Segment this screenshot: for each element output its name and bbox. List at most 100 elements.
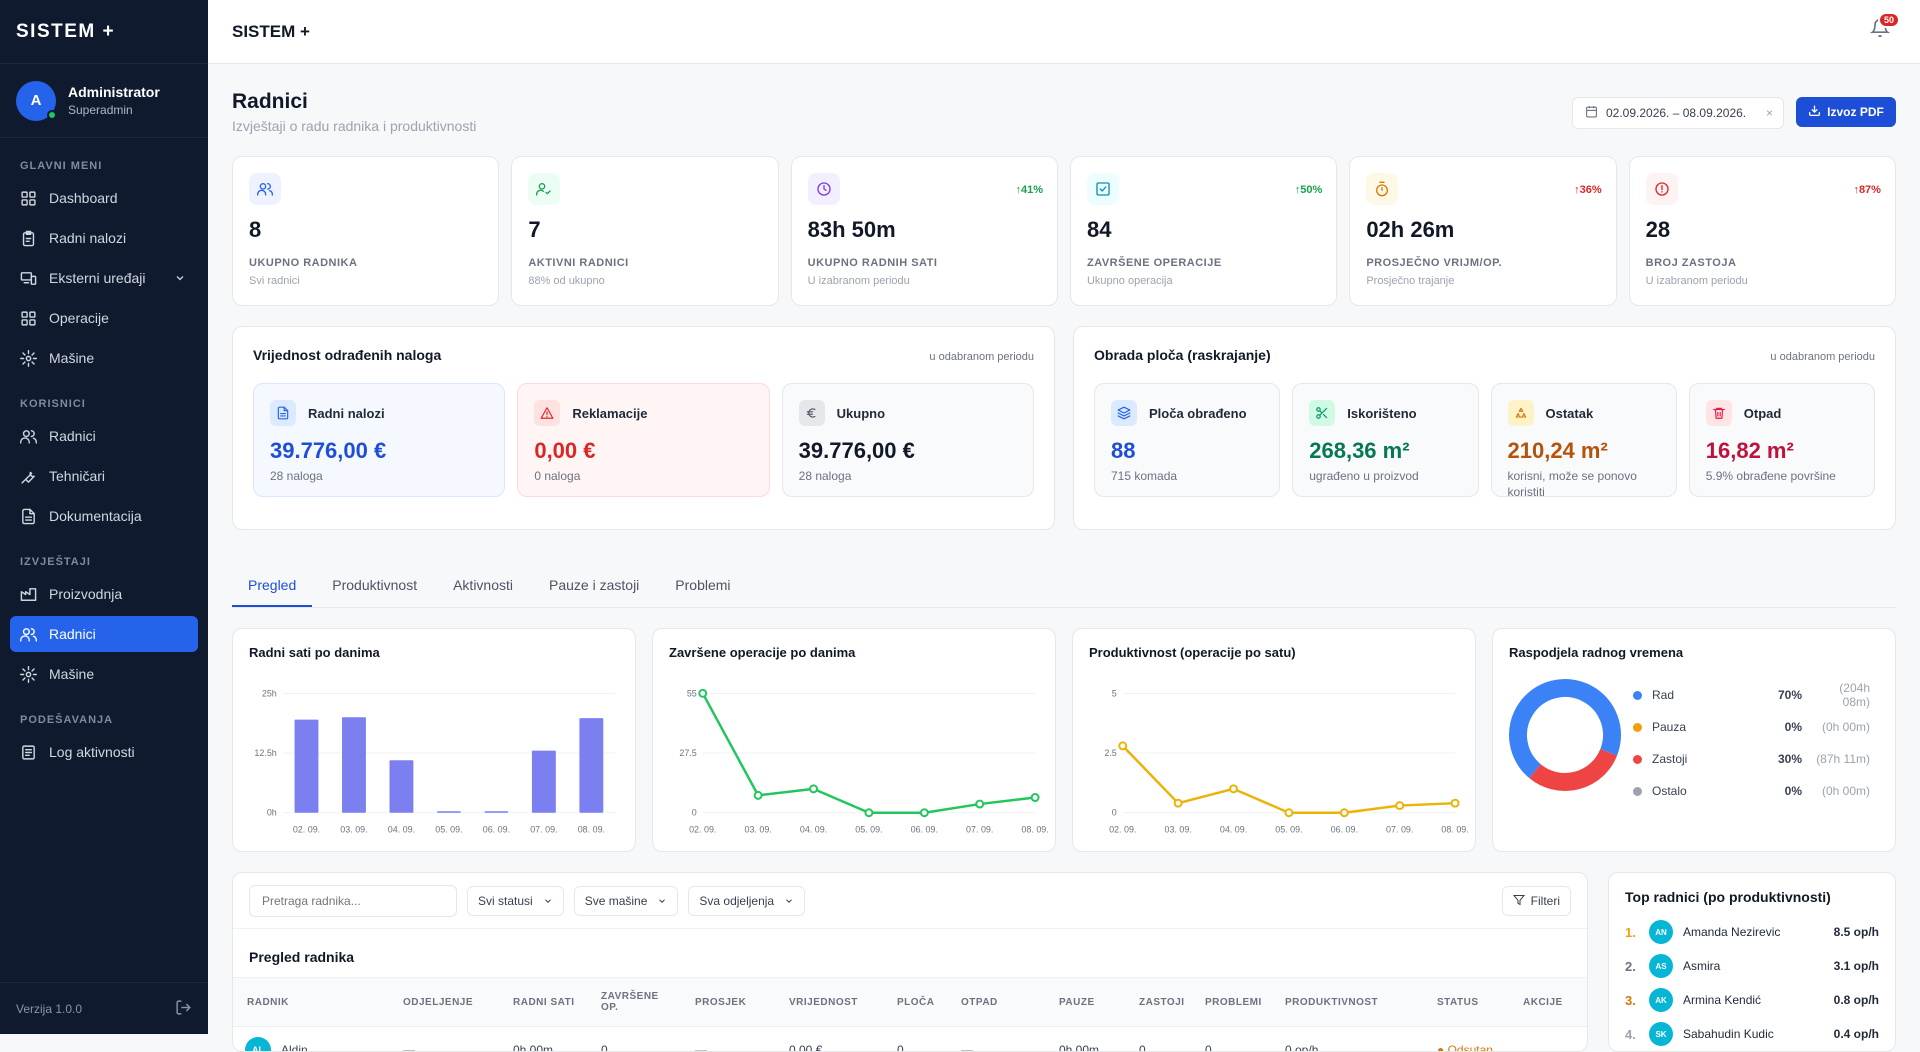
bar[interactable] [484,811,509,813]
trash-icon [1705,400,1732,426]
sidebar-item-tehničari[interactable]: Tehničari [10,458,198,494]
sidebar-item-dashboard[interactable]: Dashboard [10,180,198,216]
data-point[interactable] [1173,798,1183,808]
data-point[interactable] [1395,801,1405,811]
column-header[interactable]: VRIJEDNOST [789,997,858,1008]
cell-value: 0,00 € [789,1043,823,1052]
legend-label: Zastoji [1652,752,1688,766]
column-header[interactable]: PAUZE [1059,997,1095,1008]
data-point[interactable] [864,808,874,818]
select-value: Sva odjeljenja [699,893,775,908]
column-header[interactable]: PRODUKTIVNOST [1285,997,1379,1008]
sidebar-item-label: Dokumentacija [49,508,142,524]
data-point[interactable] [698,688,708,698]
data-point[interactable] [1118,741,1128,751]
filters-button[interactable]: Filteri [1501,886,1571,916]
top-worker-item[interactable]: 2. AS Asmira 3.1 op/h [1625,949,1879,983]
cell-hours: 0h 00m [513,1043,554,1052]
column-header[interactable]: ZAVRŠENE OP. [601,991,659,1013]
clear-date-icon[interactable]: × [1765,106,1773,120]
stats-row: 8 UKUPNO RADNIKA Svi radnici 7 AKTIVNI RADNI… [232,156,1896,306]
donut-slice-zastoji[interactable] [1529,748,1618,791]
chart-title: Završene operacije po danima [669,645,856,660]
sidebar-item-proizvodnja[interactable]: Proizvodnja [10,576,198,612]
bar[interactable] [342,717,366,813]
sidebar-item-operacije[interactable]: Operacije [10,300,198,336]
y-tick-label: 5 [1112,688,1117,698]
legend-item: Pauza 0% (0h 00m) [1633,711,1883,743]
filter-select[interactable]: Sva odjeljenja [688,885,806,916]
sidebar-item-mašine[interactable]: Mašine [10,656,198,692]
tab-produktivnost[interactable]: Produktivnost [332,577,418,593]
column-header[interactable]: ODJELJENJE [403,997,474,1008]
x-tick-label: 07. 09. [530,825,557,835]
user-profile[interactable]: A Administrator Superadmin [0,64,208,138]
column-header[interactable]: PROSJEK [695,997,747,1008]
column-header[interactable]: RADNI SATI [513,997,575,1008]
data-point[interactable] [1284,808,1294,818]
bar[interactable] [389,760,414,813]
sidebar-item-dokumentacija[interactable]: Dokumentacija [10,498,198,534]
top-worker-item[interactable]: 1. AN Amanda Nezirevic 8.5 op/h [1625,915,1879,949]
tab-problemi[interactable]: Problemi [675,577,731,593]
x-tick-label: 02. 09. [689,825,716,835]
column-header[interactable]: PLOČA [897,997,935,1008]
log-icon [20,744,49,761]
sidebar-item-mašine[interactable]: Mašine [10,340,198,376]
tab-pauze-i-zastoji[interactable]: Pauze i zastoji [549,577,640,593]
data-point[interactable] [919,808,929,818]
legend-time: (0h 00m) [1821,784,1870,798]
top-worker-item[interactable]: 4. SK Sabahudin Kudic 0.4 op/h [1625,1017,1879,1051]
plate-cards: Ploča obrađeno 88 715 komada Iskorišteno 268… [1094,383,1875,499]
top-worker-item[interactable]: 3. AK Armina Kendić 0.8 op/h [1625,983,1879,1017]
data-point[interactable] [809,784,819,794]
data-point[interactable] [753,790,763,800]
operations-chart-card: Završene operacije po danima 0 27.5 55 02. … [652,628,1056,852]
date-range-picker[interactable]: 02.09.2026. – 08.09.2026. × [1572,97,1784,129]
cell-plates: 0 [897,1043,904,1052]
data-point[interactable] [975,799,985,809]
tab-aktivnosti[interactable]: Aktivnosti [453,577,514,593]
donut-legend: Rad 70% (204h 08m) Pauza 0% (0h 00m) Zastoji 30… [1633,679,1883,807]
filter-select[interactable]: Svi statusi [467,885,564,916]
worker-name: Asmira [1683,959,1721,973]
export-pdf-button[interactable]: Izvoz PDF [1796,97,1896,127]
sidebar-item-label: Radni nalozi [49,230,127,246]
rank-number: 4. [1625,1026,1636,1042]
column-header[interactable]: ZASTOJI [1139,997,1185,1008]
logout-icon[interactable] [175,999,192,1019]
rank-number: 2. [1625,958,1636,974]
column-header[interactable]: RADNIK [247,997,289,1008]
data-point[interactable] [1339,808,1349,818]
stat-label: UKUPNO RADNIH SATI [807,257,938,269]
bar[interactable] [294,719,319,813]
x-tick-label: 05. 09. [1275,825,1302,835]
column-header[interactable]: PROBLEMI [1205,997,1262,1008]
data-point[interactable] [1229,784,1239,794]
bar[interactable] [436,811,461,813]
column-header[interactable]: STATUS [1437,997,1479,1008]
chevron-down-icon [176,276,184,281]
filter-select[interactable]: Sve mašine [573,885,679,916]
time-distribution-card: Raspodjela radnog vremena Rad 70% (204h 08… [1492,628,1896,852]
sidebar-item-eksterni-uređaji[interactable]: Eksterni uređaji [10,260,198,296]
data-point[interactable] [1450,798,1460,808]
sidebar-item-radnici[interactable]: Radnici [10,418,198,454]
sidebar-item-radnici[interactable]: Radnici [10,616,198,652]
app-logo[interactable]: SISTEM + [0,0,208,64]
column-header[interactable]: OTPAD [961,997,998,1008]
bar[interactable] [579,718,604,813]
sidebar-item-radni-nalozi[interactable]: Radni nalozi [10,220,198,256]
notifications-button[interactable]: 50 [1869,12,1900,40]
donut-slice-rad[interactable] [1509,679,1621,779]
worker-search-input[interactable] [249,884,457,917]
table-row[interactable]: AL Aldin — 0h 00m 0 — 0,00 € 0 — 0h 00m 0 0 0 op/h ● … [233,1027,1587,1052]
tab-pregled[interactable]: Pregled [232,577,313,607]
column-header[interactable]: AKCIJE [1523,997,1563,1008]
data-point[interactable] [1030,793,1040,803]
sidebar-item-log-aktivnosti[interactable]: Log aktivnosti [10,734,198,770]
legend-time: (0h 00m) [1821,720,1870,734]
bar[interactable] [531,750,556,813]
nav-section-title: IZVJEŠTAJI [20,556,91,568]
top-workers-card: Top radnici (po produktivnosti) 1. AN Aman… [1608,872,1896,1052]
